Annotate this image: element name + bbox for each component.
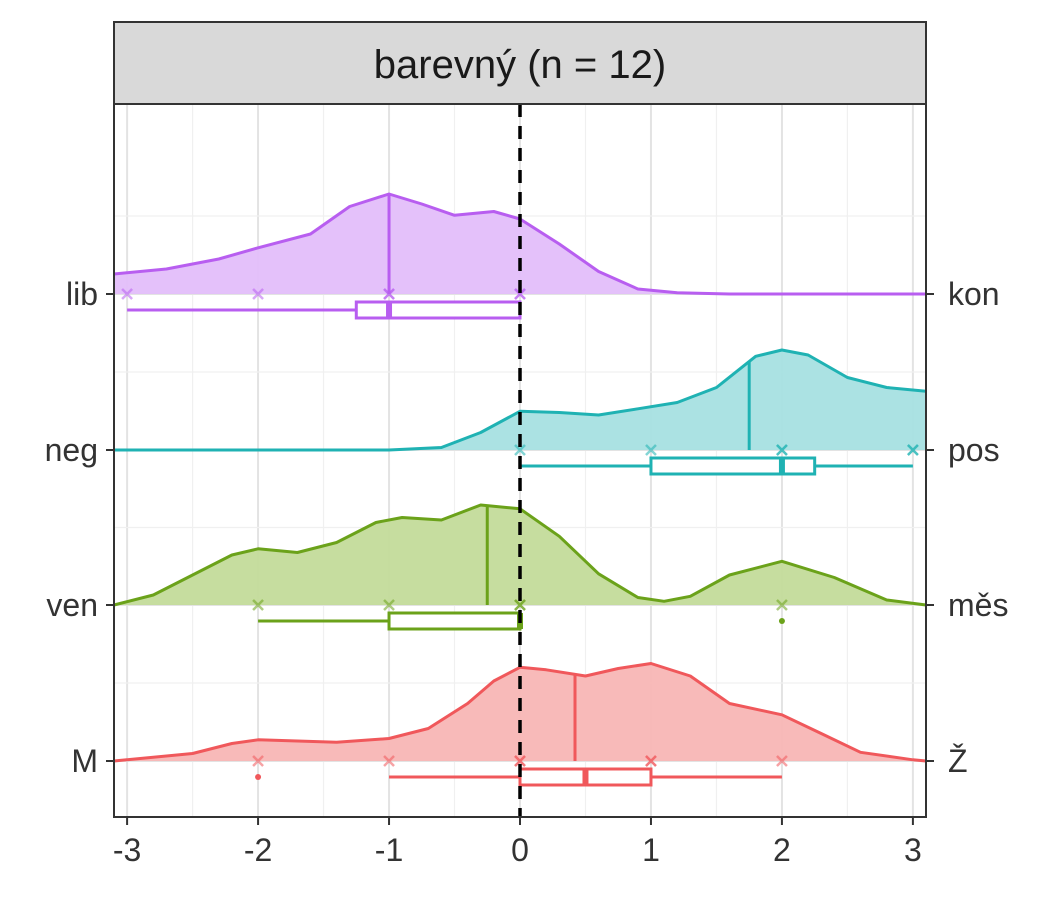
response-point [645, 755, 657, 767]
y-label-left: lib [66, 276, 98, 312]
facet-title: barevný (n = 12) [374, 43, 666, 87]
response-point [252, 288, 264, 300]
outlier-point [255, 774, 262, 780]
box-lib [354, 300, 522, 320]
density-area-neg [114, 350, 926, 450]
y-label-left: ven [46, 587, 98, 623]
y-label-left: neg [45, 432, 98, 468]
y-label-right: kon [948, 276, 1000, 312]
x-tick-label: -1 [375, 832, 403, 868]
response-point [383, 599, 395, 611]
outlier-point [778, 618, 785, 624]
response-point [514, 755, 526, 767]
ridge-M [113, 662, 927, 787]
response-point [514, 599, 526, 611]
response-point [383, 755, 395, 767]
response-point [514, 288, 526, 300]
response-point [514, 444, 526, 456]
response-point [776, 444, 788, 456]
x-tick-label: 1 [642, 832, 660, 868]
response-point [383, 288, 395, 300]
density-line-neg [114, 348, 927, 452]
density-line-M [113, 662, 927, 763]
x-tick-label: 3 [904, 832, 922, 868]
response-point [907, 444, 919, 456]
y-label-right: pos [948, 432, 1000, 468]
response-point [776, 599, 788, 611]
y-label-right: Ž [948, 743, 968, 779]
response-point [645, 444, 657, 456]
response-point [776, 755, 788, 767]
density-area-M [114, 663, 926, 761]
x-tick-label: -3 [113, 832, 141, 868]
response-point [252, 599, 264, 611]
y-label-right: měs [948, 587, 1008, 623]
x-tick-label: -2 [244, 832, 272, 868]
x-tick-label: 2 [773, 832, 791, 868]
response-point [121, 288, 133, 300]
response-point [252, 755, 264, 767]
y-label-left: M [71, 743, 98, 779]
density-line-lib [113, 192, 926, 296]
x-tick-label: 0 [511, 832, 529, 868]
box-ven [387, 611, 522, 631]
ridge-neg [114, 348, 927, 476]
density-line-ven [113, 503, 927, 607]
facet-strip [113, 21, 927, 105]
box-neg [649, 456, 817, 476]
